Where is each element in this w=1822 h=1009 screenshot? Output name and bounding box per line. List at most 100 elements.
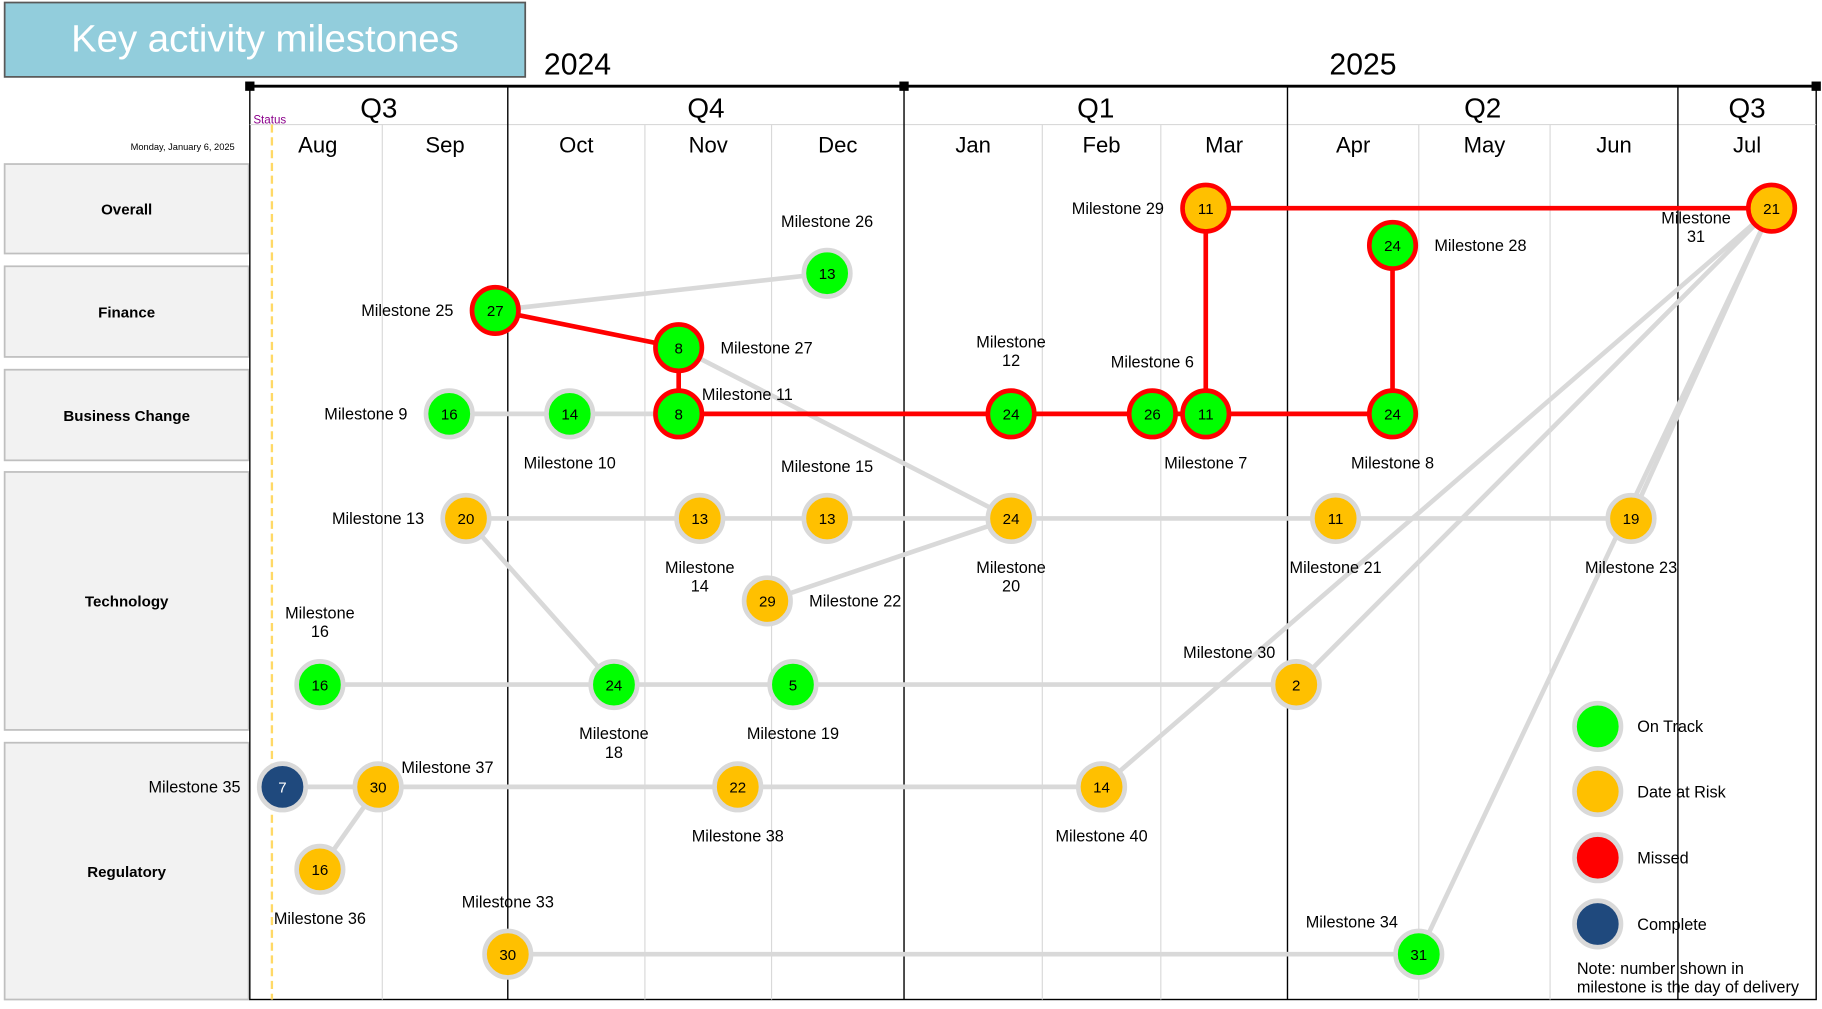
- milestone-marker: [1605, 492, 1657, 545]
- legend-swatch: [1572, 765, 1624, 818]
- legend-label: On Track: [1637, 718, 1704, 736]
- quarter-label: Q2: [1464, 93, 1501, 124]
- milestone-9: 16 Milestone 9: [324, 388, 475, 440]
- milestone-day: 24: [1003, 511, 1020, 528]
- milestone-27: 8 Milestone 27: [653, 322, 813, 374]
- milestone-day: 13: [819, 266, 836, 283]
- milestone-marker: [544, 388, 596, 440]
- milestone-day: 5: [789, 677, 797, 694]
- milestone-day: 13: [819, 511, 836, 528]
- milestone-day: 11: [1198, 201, 1214, 218]
- month-label: Apr: [1336, 132, 1370, 157]
- milestone-label: 20: [1002, 578, 1020, 596]
- milestone-day: 16: [311, 862, 328, 879]
- milestone-marker: [1366, 219, 1419, 271]
- milestone-day: 8: [674, 407, 682, 424]
- milestone-day: 24: [606, 677, 623, 694]
- milestone-label: Milestone 26: [781, 213, 873, 231]
- row-header-box: [3, 741, 250, 1001]
- milestone-label: Milestone 8: [1351, 454, 1434, 472]
- year-label: 2024: [544, 49, 611, 82]
- milestone-day: 21: [1763, 201, 1780, 218]
- milestone-34: 31 Milestone 34: [1306, 913, 1445, 980]
- legend-item-missed: Missed: [1572, 832, 1689, 884]
- row-header-label: Overall: [101, 202, 152, 219]
- legend-swatch: [1572, 700, 1624, 753]
- link-M13-M18: [464, 516, 616, 687]
- milestone-marker: [801, 247, 853, 299]
- milestone-marker: [352, 761, 404, 813]
- milestone-label: Milestone 15: [781, 458, 873, 476]
- milestone-marker: [423, 388, 475, 440]
- month-label: Oct: [559, 132, 593, 157]
- row-header-box: [3, 163, 250, 255]
- legend-note: milestone is the day of delivery: [1577, 979, 1800, 997]
- row-header-overall: Overall: [3, 163, 250, 255]
- year-marker: [1811, 81, 1821, 91]
- milestone-marker: [294, 659, 346, 711]
- milestone-marker: [1180, 388, 1232, 440]
- milestone-label: 12: [1002, 352, 1020, 370]
- milestone-day: 31: [1410, 947, 1427, 964]
- milestone-marker: [741, 575, 793, 627]
- legend-swatch: [1572, 898, 1624, 950]
- milestone-label: Milestone 38: [692, 827, 784, 845]
- milestone-label: Milestone 22: [809, 593, 901, 611]
- milestone-label: Milestone: [976, 334, 1046, 352]
- milestone-15: 13 Milestone 15: [781, 458, 873, 545]
- milestone-marker: [469, 284, 521, 337]
- row-header-box: [3, 265, 250, 358]
- quarter-label: Q3: [1728, 93, 1765, 124]
- year-label: 2025: [1329, 49, 1396, 82]
- milestone-marker: [653, 388, 705, 440]
- milestone-label: Milestone 10: [524, 454, 616, 472]
- link-M31-M30: [1294, 206, 1774, 687]
- milestone-marker: [1366, 388, 1419, 440]
- milestone-label: 14: [691, 578, 709, 596]
- milestone-day: 19: [1623, 511, 1640, 528]
- milestone-label: Milestone 34: [1306, 913, 1398, 931]
- milestone-marker: [1393, 928, 1445, 980]
- legend-item-at-risk: Date at Risk: [1572, 765, 1727, 818]
- milestone-marker: [440, 492, 492, 545]
- link-M31-M40: [1100, 206, 1774, 789]
- legend-label: Date at Risk: [1637, 783, 1726, 801]
- milestone-marker: [482, 928, 534, 980]
- milestone-day: 30: [370, 780, 387, 797]
- month-label: Feb: [1083, 132, 1121, 157]
- milestone-day: 2: [1292, 677, 1300, 694]
- milestone-28: 24 Milestone 28: [1366, 219, 1527, 271]
- link-M22-M20: [766, 516, 1012, 604]
- milestone-label: 18: [605, 744, 623, 762]
- milestone-23: 19 Milestone 23: [1585, 492, 1677, 577]
- milestone-label: Milestone 19: [747, 725, 839, 743]
- month-label: Jun: [1596, 132, 1632, 157]
- milestone-day: 11: [1198, 407, 1214, 424]
- milestone-marker: [1126, 388, 1178, 440]
- link-M25-M26: [494, 270, 828, 313]
- milestone-label: Milestone 35: [148, 779, 240, 797]
- month-label: Jul: [1733, 132, 1761, 157]
- legend-note: Note: number shown in: [1577, 960, 1744, 978]
- milestone-marker: [985, 388, 1037, 440]
- milestone-marker: [294, 843, 346, 895]
- month-label: May: [1464, 132, 1506, 157]
- page-title: Key activity milestones: [71, 17, 459, 60]
- milestone-day: 14: [561, 407, 578, 424]
- milestone-marker: [1310, 492, 1362, 545]
- row-header-finance: Finance: [3, 265, 250, 358]
- milestone-29: 11 Milestone 29: [1072, 182, 1232, 234]
- milestone-label: 31: [1687, 228, 1705, 246]
- milestone-label: Milestone 37: [401, 759, 493, 777]
- year-marker: [899, 81, 909, 91]
- milestone-marker: [801, 492, 853, 545]
- row-header-regulatory: Regulatory: [3, 741, 250, 1001]
- title-banner: Key activity milestones: [3, 1, 527, 78]
- milestone-day: 13: [691, 511, 708, 528]
- quarter-label: Q4: [687, 93, 724, 124]
- milestone-day: 8: [674, 340, 682, 357]
- milestone-37: 30 Milestone 37: [352, 759, 494, 813]
